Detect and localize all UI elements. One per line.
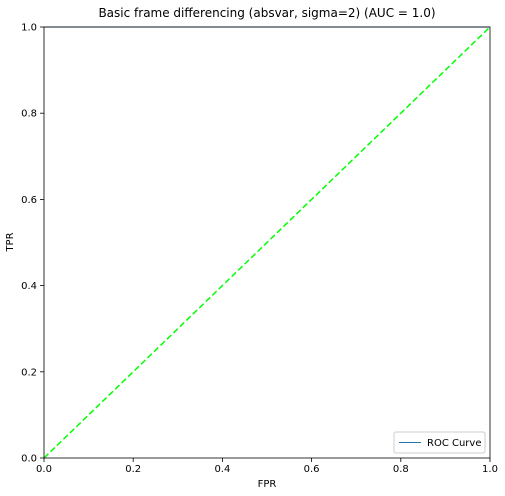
plot-area: [43, 26, 491, 459]
x-tick-label: 0.6: [304, 464, 320, 475]
x-tick-label: 0.8: [393, 464, 409, 475]
legend-box: [393, 431, 486, 454]
y-tick-label: 0.4: [21, 281, 37, 292]
y-tick-label: 0.2: [21, 367, 37, 378]
x-tick-label: 0.0: [36, 464, 52, 475]
y-tick-label: 0.8: [21, 109, 37, 120]
plot-frame: [43, 26, 491, 459]
reference-diagonal-line: [43, 26, 491, 459]
x-tick-label: 0.4: [214, 464, 230, 475]
y-axis: 0.0 0.2 0.4 0.6 0.8 1.0: [21, 23, 44, 465]
y-axis-label: TPR: [5, 232, 16, 252]
x-tick-label: 1.0: [482, 464, 498, 475]
x-axis-label: FPR: [258, 479, 277, 490]
y-tick-label: 0.6: [21, 195, 37, 206]
y-tick-label: 0.0: [21, 454, 37, 465]
legend-label-roc-curve: ROC Curve: [427, 438, 481, 449]
chart-title: Basic frame differencing (absvar, sigma=…: [98, 6, 435, 20]
y-tick-label: 1.0: [21, 23, 37, 34]
x-axis: 0.0 0.2 0.4 0.6 0.8 1.0: [36, 458, 498, 475]
x-tick-label: 0.2: [125, 464, 141, 475]
legend: ROC Curve: [393, 431, 486, 454]
